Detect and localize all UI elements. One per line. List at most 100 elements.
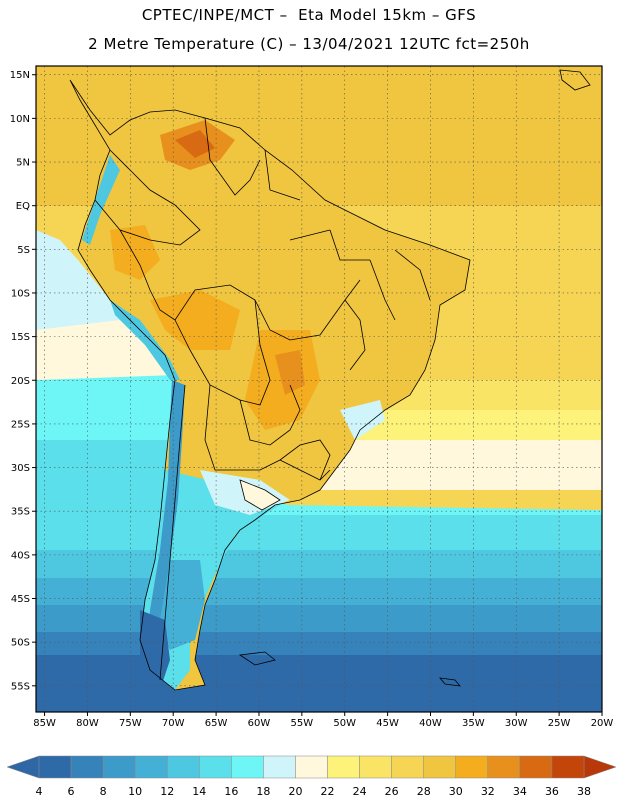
ocean-cyan-band — [36, 375, 190, 400]
lon-tick-label: 20W — [591, 718, 614, 729]
guyana-border — [264, 149, 301, 201]
colorbar-label: 6 — [68, 785, 75, 798]
colorbar-label: 32 — [481, 785, 495, 798]
colorbar-low-arrow — [6, 755, 40, 779]
peru-bolivia-brazil-border — [119, 229, 361, 341]
title-line-1: CPTEC/INPE/MCT – Eta Model 15km – GFS — [141, 6, 477, 24]
lon-tick-label: 30W — [505, 718, 528, 729]
title-line-2: 2 Metre Temperature (C) – 13/04/2021 12U… — [88, 35, 530, 53]
lat-tick-label: 45S — [11, 594, 30, 605]
lon-tick-label: 75W — [119, 718, 142, 729]
temperature-field — [36, 66, 602, 712]
colorbar-bin — [455, 755, 489, 779]
colorbar-bin — [166, 755, 200, 779]
lon-tick-label: 40W — [419, 718, 442, 729]
colorbar-label: 34 — [513, 785, 527, 798]
lat-tick-label: 30S — [11, 463, 30, 474]
colorbar-label: 24 — [353, 785, 367, 798]
colorbar-label: 14 — [192, 785, 206, 798]
lat-tick-label: 20S — [11, 376, 30, 387]
brazil-states-border-north — [289, 229, 431, 301]
bolivia-warm — [150, 290, 240, 350]
colorbar-bin — [199, 755, 232, 779]
continent-coastline — [69, 79, 471, 691]
lat-tick-label: 10N — [10, 114, 30, 125]
central-andes-cold — [110, 300, 180, 380]
colorbar-label: 16 — [224, 785, 238, 798]
venezuela-hottest-core — [175, 130, 215, 158]
ocean-50s-band — [36, 632, 602, 657]
lat-tick-label: 5N — [16, 158, 30, 169]
colorbar-label: 38 — [577, 785, 591, 798]
brazil-states-border — [344, 259, 396, 371]
ocean-turquoise-band — [36, 440, 170, 520]
colorbar-bin — [134, 755, 168, 779]
colorbar-label: 18 — [256, 785, 270, 798]
south-georgia — [439, 677, 461, 687]
colorbar-bin — [231, 755, 264, 779]
venezuela-border — [204, 117, 261, 196]
colorbar-bin — [423, 755, 457, 779]
lon-tick-label: 45W — [376, 718, 399, 729]
lon-tick-label: 70W — [162, 718, 185, 729]
uruguay-border — [279, 459, 331, 481]
colorbar-label: 12 — [160, 785, 174, 798]
rio-de-la-plata — [239, 479, 281, 511]
colorbar-label: 26 — [385, 785, 399, 798]
lat-tick-label: 55S — [11, 681, 30, 692]
bolivia-border — [174, 299, 271, 406]
colorbar-label: 30 — [449, 785, 463, 798]
colorbar-bin — [487, 755, 521, 779]
colorbar-label: 8 — [100, 785, 107, 798]
lon-tick-label: 60W — [248, 718, 271, 729]
colorbar-bin — [551, 755, 585, 779]
colorbar: 4 6 8 10 12 14 16 18 20 22 24 26 28 30 32 34 36 38 — [6, 755, 617, 798]
serra-do-mar-cool — [340, 400, 385, 440]
lat-tick-label: 10S — [11, 288, 30, 299]
longitude-axis: 85W 80W 75W 70W 65W 60W 55W 50W 45W 40W 35W 30W 25W 2… — [33, 712, 613, 729]
pantanal-hot-core — [275, 350, 305, 395]
lon-tick-label: 80W — [76, 718, 99, 729]
lat-tick-label: 50S — [11, 638, 30, 649]
latitude-axis: 15N 10N 5N EQ 5S 10S 15S 20S 25S 30S 35S 40S 45S 50S 5… — [10, 70, 36, 692]
lon-tick-label: 50W — [333, 718, 356, 729]
lat-tick-label: 5S — [17, 245, 30, 256]
lat-tick-label: 25S — [11, 419, 30, 430]
lon-tick-label: 25W — [548, 718, 571, 729]
colorbar-label: 36 — [545, 785, 559, 798]
ocean-42s-band — [36, 550, 602, 580]
colorbar-bin — [519, 755, 553, 779]
colorbar-bin — [38, 755, 72, 779]
colorbar-bin — [102, 755, 136, 779]
ocean-54s-band — [36, 655, 602, 712]
lon-tick-label: 35W — [462, 718, 485, 729]
chile-argentina-border — [159, 384, 186, 681]
map-frame — [35, 65, 603, 713]
lat-tick-label: 15S — [11, 332, 30, 343]
northern-andes-cold — [82, 155, 120, 245]
colorbar-bin — [359, 755, 392, 779]
ocean-48s-band — [36, 605, 602, 635]
colorbar-label: 4 — [36, 785, 43, 798]
colorbar-bin — [295, 755, 328, 779]
lon-tick-label: 65W — [205, 718, 228, 729]
colorbar-label: 20 — [288, 785, 302, 798]
colorbar-bin — [327, 755, 360, 779]
falkland-islands — [238, 651, 276, 666]
colorbar-label: 22 — [321, 785, 335, 798]
colorbar-label: 28 — [417, 785, 431, 798]
lat-tick-label: EQ — [16, 201, 30, 212]
lon-tick-label: 85W — [33, 718, 56, 729]
southern-andes-cold — [148, 380, 185, 680]
lat-tick-label: 40S — [11, 550, 30, 561]
colorbar-bin — [391, 755, 424, 779]
lat-tick-label: 15N — [10, 70, 30, 81]
tierra-del-fuego-cold — [140, 610, 170, 690]
colorbar-bin — [70, 755, 104, 779]
ocean-40s-band — [36, 515, 602, 555]
colorbar-label: 10 — [128, 785, 142, 798]
southern-patagonia-cold — [155, 560, 205, 650]
colombia-border — [94, 149, 201, 246]
